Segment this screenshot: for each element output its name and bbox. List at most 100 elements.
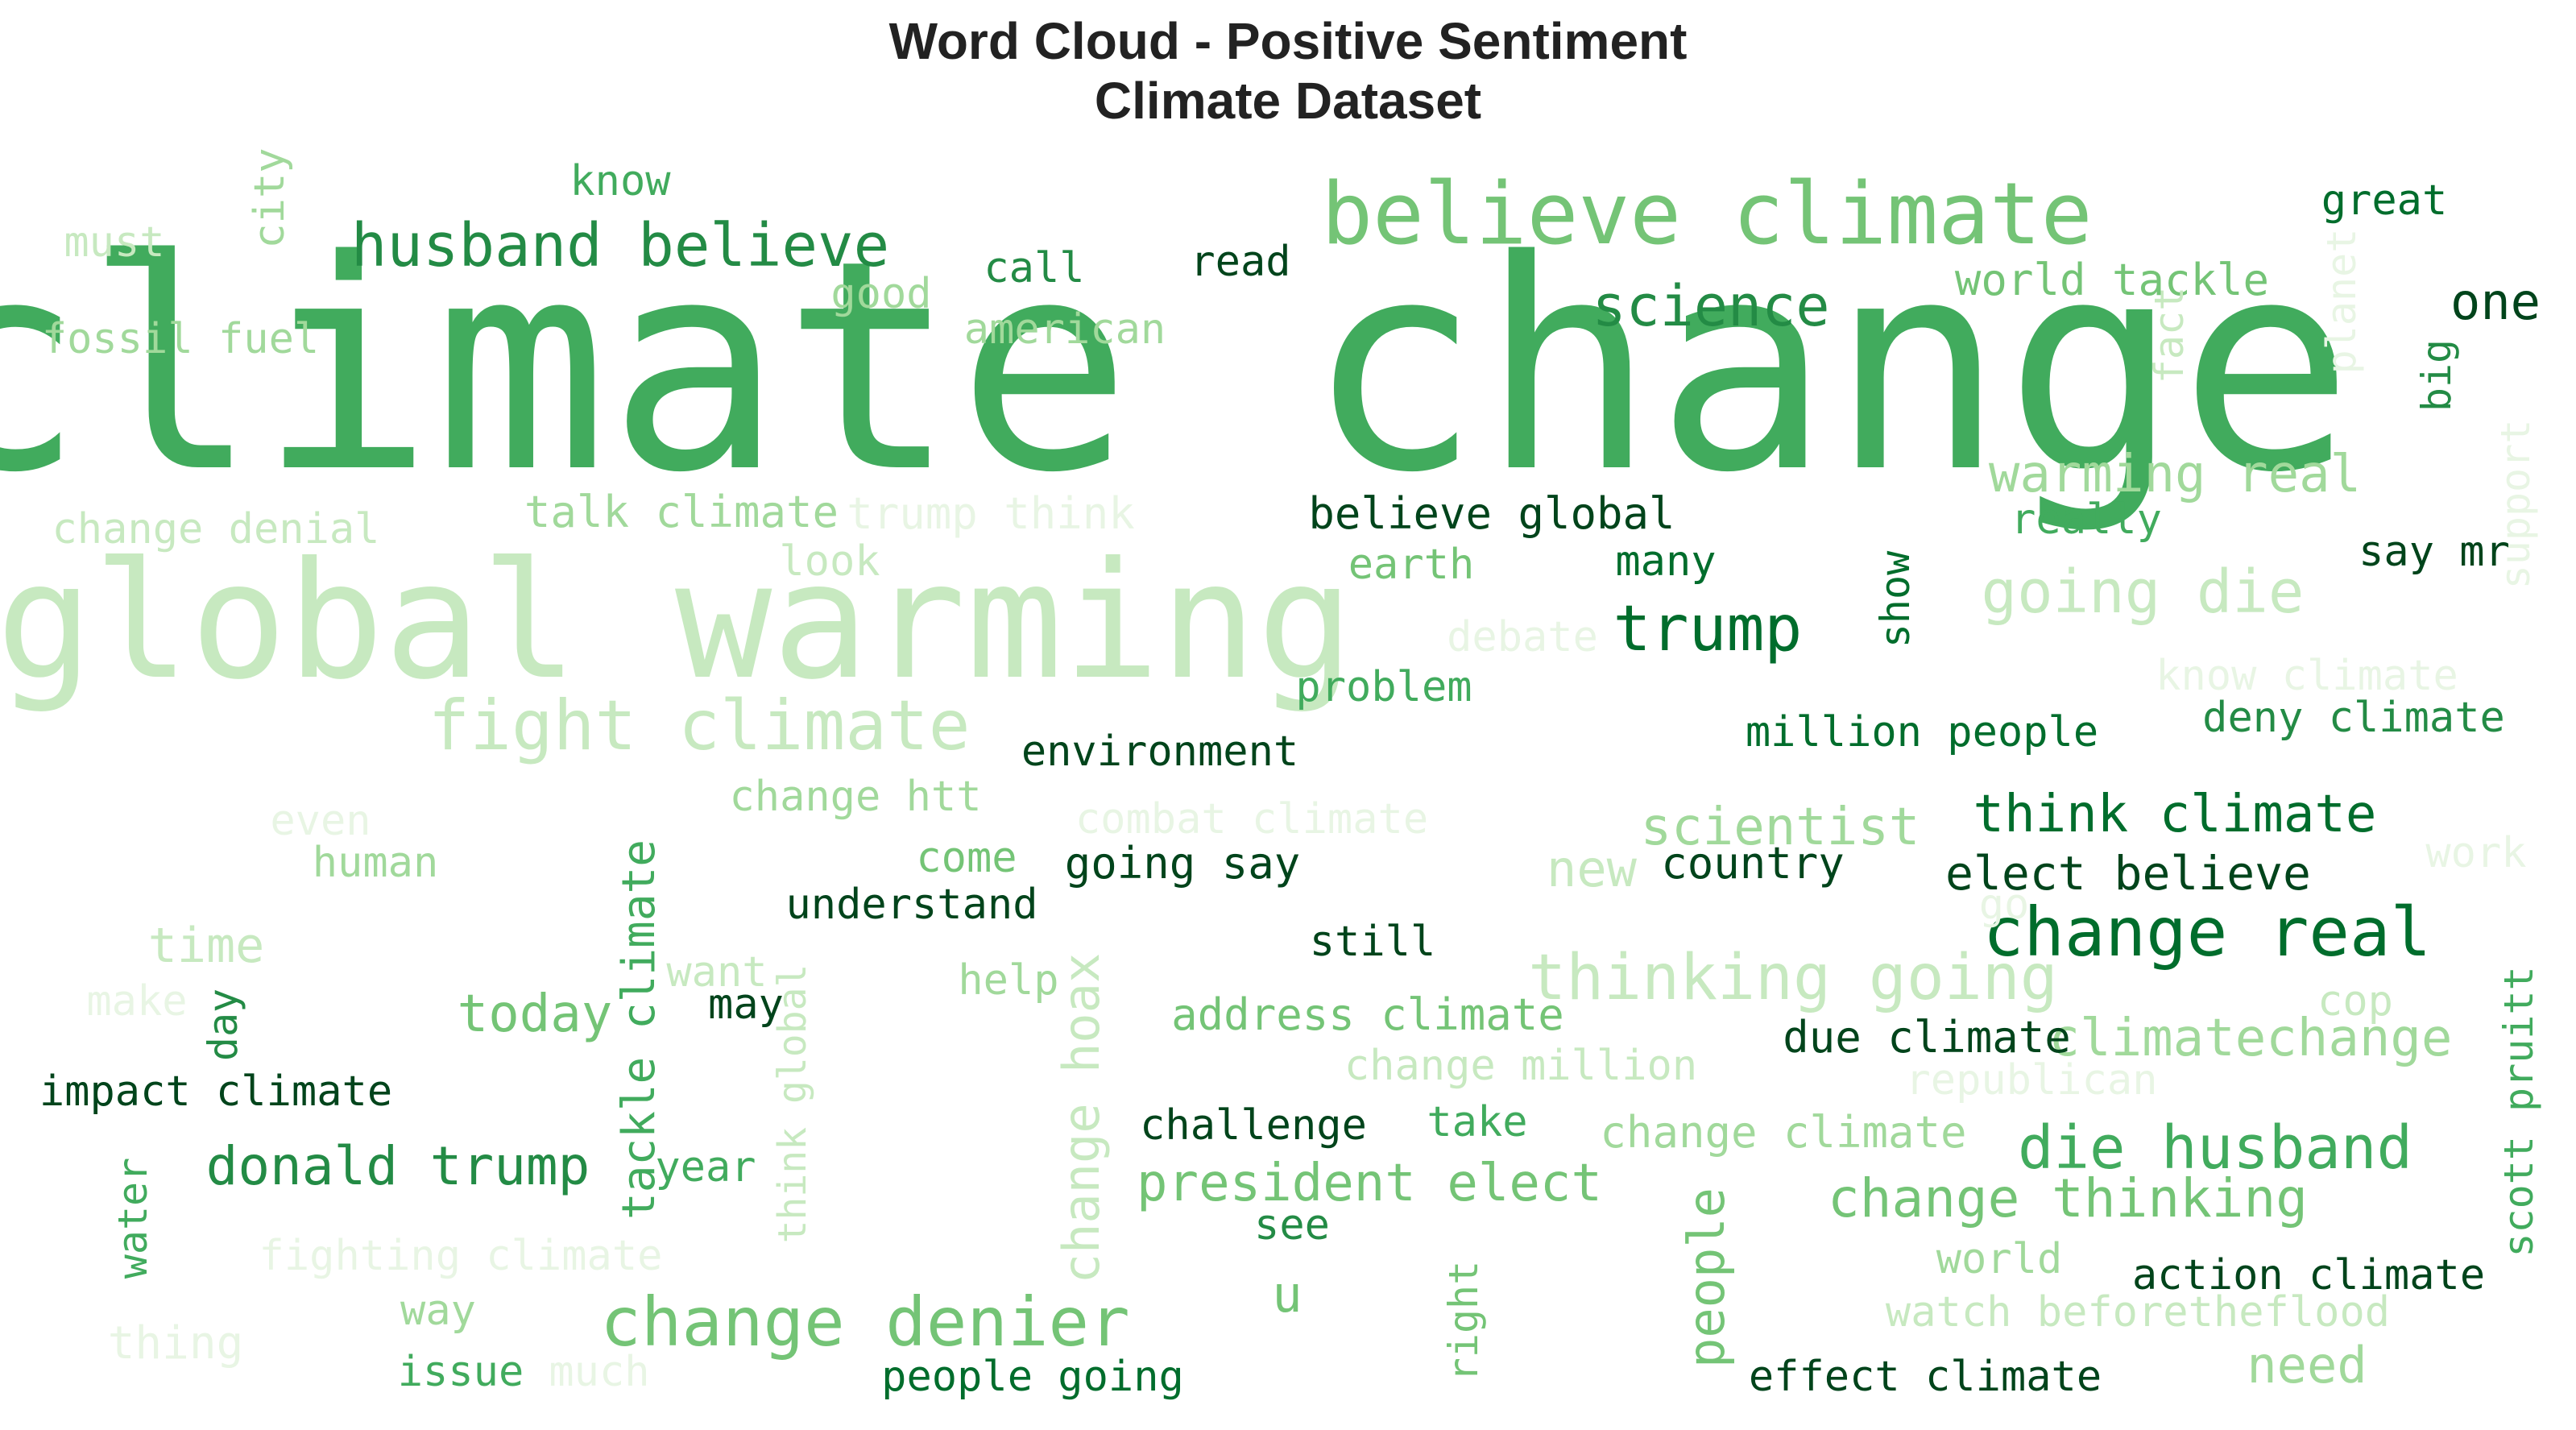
word-fact: fact (2146, 287, 2193, 383)
word-work: work (2425, 829, 2526, 877)
chart-title: Word Cloud - Positive Sentiment Climate … (0, 11, 2576, 131)
word-watch-beforetheflood: watch beforetheflood (1886, 1288, 2390, 1337)
word-problem: problem (1295, 663, 1472, 711)
word-going-say: going say (1065, 838, 1301, 889)
word-debate: debate (1447, 613, 1598, 661)
word-water: water (110, 1158, 156, 1279)
word-need: need (2247, 1336, 2367, 1395)
word-elect-believe: elect believe (1945, 846, 2311, 901)
word-thinking-going: thinking going (1528, 942, 2057, 1014)
word-change-million: change million (1344, 1042, 1697, 1090)
word-climate-change: climate change (0, 198, 2354, 536)
word-think-global: think global (770, 964, 815, 1244)
chart-title-line-1: Word Cloud - Positive Sentiment (888, 12, 1688, 70)
word-donald-trump: donald trump (206, 1135, 590, 1197)
word-tackle-climate: tackle climate (613, 839, 665, 1220)
word-world: world (1936, 1235, 2063, 1283)
word-deny-climate: deny climate (2202, 694, 2505, 742)
word-city: city (246, 147, 294, 248)
word-great: great (2321, 176, 2448, 225)
word-planet: planet (2318, 229, 2365, 375)
word-go: go (1979, 881, 2030, 929)
word-impact-climate: impact climate (39, 1067, 392, 1116)
word-right: right (1440, 1261, 1487, 1382)
word-global-warming: global warming (0, 528, 1354, 715)
word-year: year (655, 1143, 756, 1192)
word-day: day (200, 989, 246, 1061)
word-earth: earth (1348, 541, 1475, 589)
word-die-husband: die husband (2018, 1113, 2412, 1183)
word-make: make (86, 977, 187, 1026)
word-change-denial: change denial (52, 505, 380, 553)
word-u: u (1272, 1265, 1302, 1324)
word-good: good (830, 270, 931, 318)
word-believe-global: believe global (1308, 488, 1675, 539)
word-today: today (458, 984, 613, 1044)
word-want: want (666, 948, 767, 997)
word-country: country (1661, 838, 1845, 889)
word-take: take (1427, 1098, 1527, 1146)
word-change-denier: change denier (600, 1283, 1129, 1362)
word-scientist: scientist (1641, 798, 1920, 857)
word-fight-climate: fight climate (428, 686, 970, 766)
word-much: much (549, 1348, 649, 1396)
word-talk-climate: talk climate (524, 487, 839, 537)
word-help: help (958, 956, 1058, 1005)
word-people-going: people going (881, 1353, 1184, 1401)
word-world-tackle: world tackle (1955, 255, 2269, 305)
word-people: people (1677, 1188, 1736, 1368)
word-president-elect: president elect (1137, 1154, 1602, 1213)
word-show: show (1872, 550, 1919, 648)
word-still: still (1310, 918, 1436, 966)
word-trump: trump (1613, 593, 1803, 665)
word-action-climate: action climate (2132, 1251, 2485, 1299)
word-issue: issue (398, 1348, 524, 1396)
word-trump-think: trump think (847, 488, 1135, 539)
word-come: come (916, 834, 1017, 882)
word-million-people: million people (1746, 708, 2098, 756)
word-change-hoax: change hoax (1052, 953, 1111, 1284)
word-republican: republican (1905, 1056, 2157, 1105)
word-one: one (2450, 272, 2541, 331)
word-cop: cop (2317, 977, 2393, 1026)
chart-title-line-2: Climate Dataset (1094, 72, 1482, 130)
word-combat-climate: combat climate (1075, 795, 1428, 843)
word-way: way (400, 1287, 476, 1335)
word-see: see (1254, 1201, 1330, 1250)
word-really: really (2011, 495, 2162, 544)
word-time: time (148, 918, 265, 974)
word-climatechange: climatechange (2049, 1009, 2453, 1068)
word-call: call (984, 244, 1084, 292)
word-must: must (64, 218, 164, 267)
word-think-climate: think climate (1973, 785, 2377, 844)
word-look: look (779, 537, 880, 586)
word-understand: understand (785, 881, 1037, 929)
word-fossil-fuel: fossil fuel (42, 315, 319, 363)
word-effect-climate: effect climate (1749, 1353, 2102, 1401)
word-change-climate: change climate (1600, 1107, 1966, 1158)
word-support: support (2492, 420, 2539, 590)
word-american: american (964, 305, 1166, 354)
word-read: read (1190, 238, 1290, 286)
word-may: may (708, 980, 784, 1029)
word-know: know (569, 157, 671, 205)
word-say-mr: say mr (2359, 528, 2510, 576)
word-know-climate: know climate (2156, 652, 2458, 700)
word-challenge: challenge (1140, 1101, 1367, 1150)
word-new: new (1547, 839, 1638, 898)
word-warming-real: warming real (1989, 445, 2361, 504)
word-science: science (1592, 273, 1829, 339)
word-many: many (1615, 537, 1716, 586)
word-going-die: going die (1982, 557, 2305, 627)
word-even: even (270, 797, 371, 845)
word-scott-pruitt: scott pruitt (2495, 966, 2542, 1257)
word-husband-believe: husband believe (351, 211, 889, 280)
word-fighting-climate: fighting climate (259, 1232, 663, 1280)
word-big: big (2413, 339, 2460, 412)
word-due-climate: due climate (1783, 1012, 2071, 1063)
word-change-htt: change htt (729, 773, 981, 821)
word-human: human (313, 839, 439, 887)
word-address-climate: address climate (1171, 989, 1564, 1040)
word-believe-climate: believe climate (1321, 164, 2092, 263)
